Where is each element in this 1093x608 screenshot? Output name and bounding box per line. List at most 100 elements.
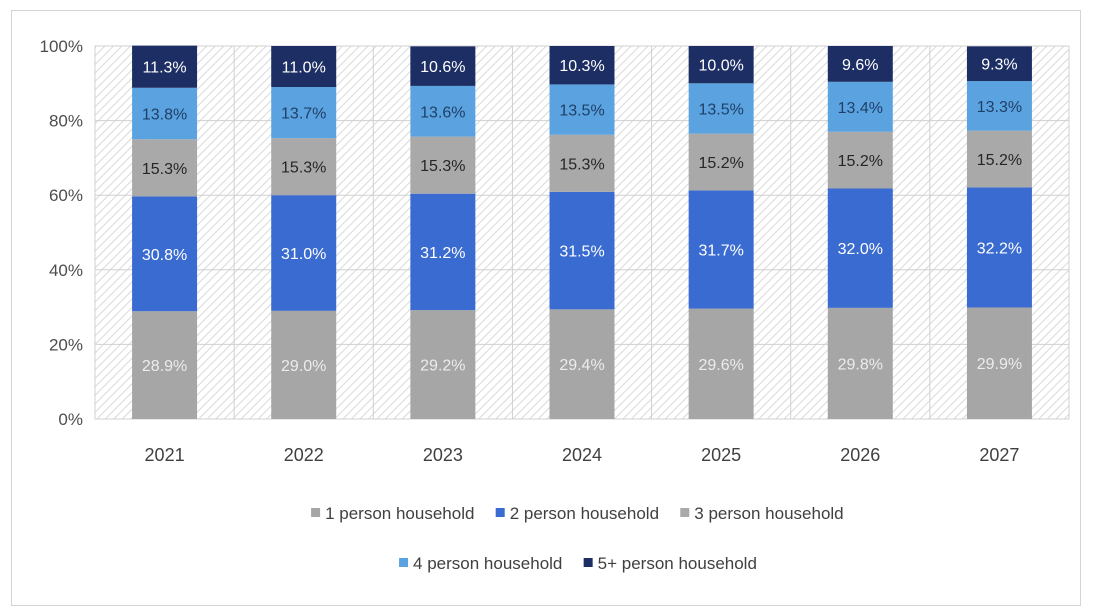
bar-segment-4-2023 bbox=[410, 85, 476, 137]
x-tick-label: 2022 bbox=[284, 445, 324, 465]
data-label: 29.8% bbox=[838, 356, 883, 373]
data-label: 13.8% bbox=[142, 107, 187, 124]
bar-segment-3-2026 bbox=[827, 131, 893, 189]
data-label: 32.2% bbox=[977, 240, 1022, 257]
bar-segment-4-2024 bbox=[549, 84, 615, 135]
data-label: 15.3% bbox=[420, 158, 465, 175]
data-label: 9.3% bbox=[981, 57, 1017, 74]
bar-segment-4-2022 bbox=[271, 87, 337, 139]
legend-label: 3 person household bbox=[694, 504, 843, 523]
bar-segment-4-2026 bbox=[827, 81, 893, 132]
data-label: 15.3% bbox=[142, 161, 187, 178]
data-label: 29.9% bbox=[977, 356, 1022, 373]
bar-segment-5-2021 bbox=[132, 45, 198, 88]
legend-label: 2 person household bbox=[510, 504, 659, 523]
data-label: 31.2% bbox=[420, 245, 465, 262]
data-label: 11.0% bbox=[282, 60, 326, 77]
data-label: 13.5% bbox=[698, 101, 743, 118]
x-tick-label: 2024 bbox=[562, 445, 602, 465]
bar-segment-3-2024 bbox=[549, 134, 615, 192]
data-label: 15.2% bbox=[698, 155, 743, 172]
bar-segment-2-2022 bbox=[271, 195, 337, 311]
data-label: 13.7% bbox=[281, 106, 326, 123]
bar-segment-5-2027 bbox=[966, 46, 1032, 82]
data-label: 15.3% bbox=[281, 160, 326, 177]
data-label: 15.2% bbox=[838, 153, 883, 170]
bar-segment-2-2024 bbox=[549, 191, 615, 310]
data-label: 10.6% bbox=[420, 59, 465, 76]
data-label: 29.4% bbox=[559, 357, 604, 374]
legend-swatch-3 bbox=[680, 508, 690, 517]
bar-segment-5-2022 bbox=[271, 46, 337, 88]
x-axis: 2021 2022 2023 2024 2025 2026 2027 bbox=[145, 445, 1020, 465]
data-label: 29.6% bbox=[698, 357, 743, 374]
data-labels: 28.9% 30.8% 15.3% 13.8% 11.3% 29.0% 31.0% 15.3%… bbox=[142, 57, 1022, 375]
data-label: 13.4% bbox=[838, 100, 883, 117]
legend-swatch-1 bbox=[311, 508, 321, 517]
x-tick-label: 2025 bbox=[701, 445, 741, 465]
data-label: 10.3% bbox=[559, 58, 604, 75]
bar-segment-1-2025 bbox=[688, 308, 754, 419]
bar-segment-2-2023 bbox=[410, 193, 476, 311]
chart-svg: 28.9% 30.8% 15.3% 13.8% 11.3% 29.0% 31.0% 15.3%… bbox=[40, 37, 1070, 573]
y-tick-label: 80% bbox=[49, 112, 83, 131]
data-label: 10.0% bbox=[698, 58, 743, 75]
bar-segment-4-2021 bbox=[132, 87, 198, 140]
bar-segment-1-2027 bbox=[966, 307, 1032, 419]
bar-segment-1-2026 bbox=[827, 307, 893, 419]
bar-segment-1-2022 bbox=[271, 310, 337, 419]
data-label: 13.5% bbox=[559, 103, 604, 120]
y-tick-label: 100% bbox=[40, 37, 83, 56]
bar-segment-3-2021 bbox=[132, 139, 198, 197]
bar-segment-5-2025 bbox=[688, 46, 754, 84]
bar-segment-4-2025 bbox=[688, 83, 754, 134]
bar-segment-2-2021 bbox=[132, 196, 198, 312]
bar-segment-1-2024 bbox=[549, 309, 615, 419]
chart-frame: 28.9% 30.8% 15.3% 13.8% 11.3% 29.0% 31.0% 15.3%… bbox=[11, 10, 1081, 606]
data-label: 13.6% bbox=[420, 104, 465, 121]
bar-segment-5-2026 bbox=[827, 46, 893, 82]
y-tick-label: 40% bbox=[49, 261, 83, 280]
x-tick-label: 2027 bbox=[979, 445, 1019, 465]
grid-layer bbox=[94, 45, 1070, 420]
bar-segment-3-2027 bbox=[966, 130, 1032, 188]
legend-swatch-5 bbox=[583, 558, 593, 567]
bar-segment-3-2025 bbox=[688, 133, 754, 191]
x-tick-label: 2026 bbox=[840, 445, 880, 465]
y-tick-label: 0% bbox=[58, 410, 83, 429]
bars-layer bbox=[132, 45, 1032, 419]
bar-segment-3-2023 bbox=[410, 136, 476, 194]
bar-segment-5-2024 bbox=[549, 46, 615, 85]
data-label: 28.9% bbox=[142, 358, 187, 375]
data-label: 29.0% bbox=[281, 358, 326, 375]
data-label: 31.5% bbox=[559, 244, 604, 261]
data-label: 9.6% bbox=[842, 57, 878, 74]
legend-swatch-2 bbox=[495, 508, 505, 517]
data-label: 11.3% bbox=[142, 60, 186, 77]
y-tick-label: 20% bbox=[49, 335, 83, 354]
legend: 1 person household 2 person household 3 pe… bbox=[311, 504, 844, 573]
bar-segment-2-2025 bbox=[688, 190, 754, 309]
bar-segment-2-2027 bbox=[966, 187, 1032, 308]
data-label: 15.2% bbox=[977, 152, 1022, 169]
data-label: 31.0% bbox=[281, 246, 326, 263]
bar-segment-3-2022 bbox=[271, 138, 337, 196]
data-label: 29.2% bbox=[420, 358, 465, 375]
bar-segment-4-2027 bbox=[966, 81, 1032, 131]
legend-swatch-4 bbox=[399, 558, 409, 567]
x-tick-label: 2023 bbox=[423, 445, 463, 465]
data-label: 15.3% bbox=[559, 156, 604, 173]
bar-segment-1-2023 bbox=[410, 310, 476, 419]
y-axis: 0% 20% 40% 60% 80% 100% bbox=[40, 37, 83, 429]
legend-label: 4 person household bbox=[413, 554, 562, 573]
bar-segment-1-2021 bbox=[132, 311, 198, 419]
data-label: 32.0% bbox=[838, 241, 883, 258]
legend-label: 5+ person household bbox=[598, 554, 757, 573]
bar-segment-5-2023 bbox=[410, 46, 476, 86]
y-tick-label: 60% bbox=[49, 186, 83, 205]
data-label: 30.8% bbox=[142, 247, 187, 264]
x-tick-label: 2021 bbox=[145, 445, 185, 465]
legend-label: 1 person household bbox=[325, 504, 474, 523]
data-label: 13.3% bbox=[977, 99, 1022, 116]
bar-segment-2-2026 bbox=[827, 188, 893, 308]
